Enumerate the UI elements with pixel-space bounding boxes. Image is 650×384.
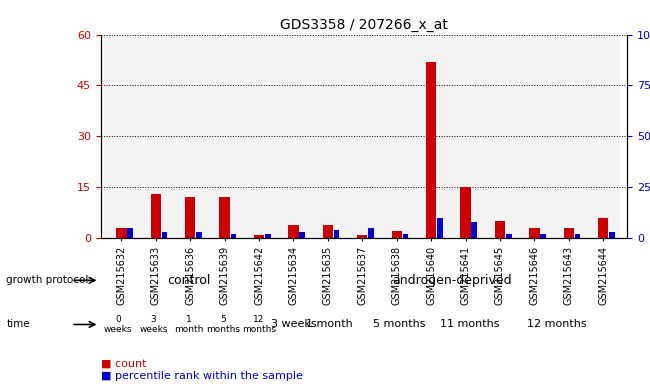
Bar	[552, 35, 586, 238]
Bar	[586, 35, 620, 238]
Bar	[391, 231, 402, 238]
Bar	[460, 187, 471, 238]
Bar	[345, 35, 380, 238]
Text: 0
weeks: 0 weeks	[104, 315, 133, 334]
Bar	[242, 35, 276, 238]
Bar	[368, 228, 374, 238]
Text: ■ count: ■ count	[101, 359, 146, 369]
Bar	[196, 232, 202, 238]
Text: ■ percentile rank within the sample: ■ percentile rank within the sample	[101, 371, 303, 381]
Bar	[276, 35, 311, 238]
Bar	[598, 218, 608, 238]
Text: 1 month: 1 month	[306, 319, 352, 329]
Bar	[127, 228, 133, 238]
Bar	[529, 228, 539, 238]
Bar	[402, 234, 408, 238]
Bar	[322, 225, 333, 238]
Text: 3 weeks: 3 weeks	[271, 319, 317, 329]
Bar	[426, 62, 436, 238]
Bar	[138, 35, 173, 238]
Bar	[185, 197, 196, 238]
Text: 3
weeks: 3 weeks	[139, 315, 168, 334]
Bar	[575, 234, 580, 238]
Text: 11 months: 11 months	[439, 319, 499, 329]
Bar	[357, 235, 367, 238]
Bar	[116, 228, 127, 238]
Text: 5
months: 5 months	[207, 315, 240, 334]
Bar	[173, 35, 207, 238]
Bar	[104, 35, 138, 238]
Text: 12
months: 12 months	[242, 315, 276, 334]
Bar	[495, 221, 505, 238]
Text: androgen-deprived: androgen-deprived	[392, 274, 512, 287]
Bar	[564, 228, 574, 238]
Bar	[162, 232, 168, 238]
Bar	[207, 35, 242, 238]
Bar	[151, 194, 161, 238]
Bar	[300, 232, 305, 238]
Title: GDS3358 / 207266_x_at: GDS3358 / 207266_x_at	[280, 18, 448, 32]
Bar	[334, 230, 339, 238]
Bar	[448, 35, 483, 238]
Text: 5 months: 5 months	[373, 319, 425, 329]
Bar	[540, 234, 546, 238]
Bar	[414, 35, 448, 238]
Text: control: control	[167, 274, 210, 287]
Bar	[311, 35, 345, 238]
Bar	[289, 225, 298, 238]
Bar	[471, 222, 477, 238]
Bar	[220, 197, 230, 238]
Text: growth protocol: growth protocol	[6, 275, 89, 285]
Bar	[265, 234, 270, 238]
Bar	[380, 35, 414, 238]
Text: 12 months: 12 months	[527, 319, 587, 329]
Text: 1
month: 1 month	[174, 315, 203, 334]
Bar	[517, 35, 552, 238]
Bar	[483, 35, 517, 238]
Bar	[231, 234, 236, 238]
Bar	[254, 235, 264, 238]
Bar	[437, 218, 443, 238]
Bar	[506, 234, 512, 238]
Text: time: time	[6, 319, 30, 329]
Bar	[609, 232, 615, 238]
